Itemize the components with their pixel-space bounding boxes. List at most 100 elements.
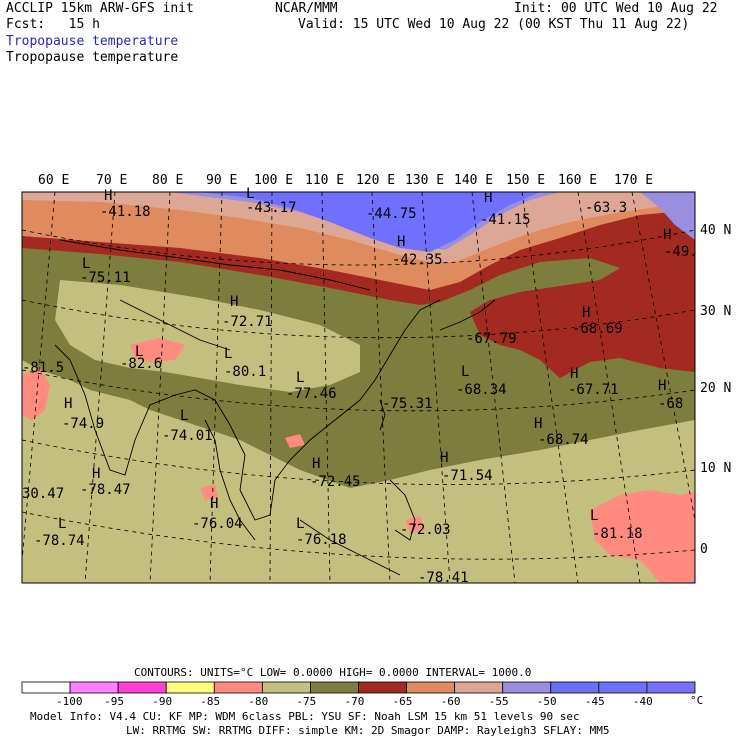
init-time: Init: 00 UTC Wed 10 Aug 22 xyxy=(514,1,718,16)
colorbar-swatch xyxy=(21,681,71,694)
colorbar-swatch xyxy=(646,681,696,694)
shaded-field xyxy=(22,192,695,583)
extreme-kind: H xyxy=(534,416,542,432)
colorbar-tick-label: -60 xyxy=(441,695,461,708)
extreme-value: -43.17 xyxy=(246,200,297,216)
band-lt50-east xyxy=(640,192,695,240)
extreme-value: 30.47 xyxy=(22,486,64,502)
lon-label: 160 E xyxy=(558,173,597,188)
colorbar-swatch xyxy=(117,681,167,694)
extreme-value: -72.71 xyxy=(222,314,273,330)
extreme-kind: L xyxy=(58,516,66,532)
extreme-value: -74.01 xyxy=(162,428,213,444)
colorbar-tick-label: -50 xyxy=(537,695,557,708)
extreme-kind: H xyxy=(658,378,666,394)
lon-label: 130 E xyxy=(405,173,444,188)
extreme-value: -41.18 xyxy=(100,204,151,220)
field-title-colored: Tropopause temperature xyxy=(6,34,179,49)
band-lt80-patch xyxy=(200,484,218,500)
model-title: ACCLIP 15km ARW-GFS init xyxy=(6,1,194,16)
colorbar-swatch xyxy=(165,681,215,694)
extreme-kind: L xyxy=(461,364,469,380)
colorbar-tick-label: -65 xyxy=(393,695,413,708)
extreme-value: -82.6 xyxy=(120,356,162,372)
colorbar-swatch xyxy=(213,681,263,694)
band-lt80-patch xyxy=(130,338,185,362)
colorbar-swatch xyxy=(550,681,600,694)
extreme-value: -49. xyxy=(664,244,698,260)
extreme-kind: H xyxy=(210,496,218,512)
longitude-labels: 60 E 70 E 80 E 90 E 100 E 110 E 120 E 13… xyxy=(38,173,653,188)
extreme-value: -76.18 xyxy=(296,532,347,548)
extreme-value: -76.04 xyxy=(192,516,243,532)
extreme-kind: H xyxy=(230,294,238,310)
lat-label: 20 N xyxy=(700,381,731,396)
field-title-plain: Tropopause temperature xyxy=(6,50,179,65)
model-info-line2: LW: RRTMG SW: RRTMG DIFF: simple KM: 2D … xyxy=(126,724,609,737)
extreme-kind: H xyxy=(663,227,671,243)
extreme-kind: H xyxy=(570,366,578,382)
extreme-kind: H xyxy=(312,456,320,472)
extreme-labels: H -41.18 L -43.17 -44.75 H -41.15 -63.3 … xyxy=(22,186,698,586)
colorbar: -100 -95 -90 -85 -80 -75 -70 -65 -60 -55 -50 -45 -40 xyxy=(21,681,696,708)
extreme-value: -67.79 xyxy=(466,331,517,347)
extreme-value: -75.31 xyxy=(382,396,433,412)
colorbar-swatch xyxy=(261,681,311,694)
extreme-value: -71.54 xyxy=(442,468,493,484)
extreme-value: -80.1 xyxy=(224,364,266,380)
lat-label: 30 N xyxy=(700,304,731,319)
extreme-value: -44.75 xyxy=(366,206,417,222)
lon-label: 60 E xyxy=(38,173,69,188)
extreme-kind: L xyxy=(180,408,188,424)
colorbar-swatch xyxy=(454,681,504,694)
extreme-value: -81.18 xyxy=(592,526,643,542)
colorbar-swatch xyxy=(406,681,456,694)
extreme-value: -74.9 xyxy=(62,416,104,432)
extreme-value: -68.34 xyxy=(456,382,507,398)
extreme-value: -67.71 xyxy=(568,382,619,398)
extreme-kind: L xyxy=(590,508,598,524)
extreme-kind: L xyxy=(296,370,304,386)
extreme-value: -77.46 xyxy=(286,386,337,402)
map-frame xyxy=(21,191,696,584)
extreme-value: -72.45 xyxy=(310,474,361,490)
center-name: NCAR/MMM xyxy=(275,1,338,16)
lon-label: 70 E xyxy=(96,173,127,188)
extreme-kind: H xyxy=(484,190,492,206)
band-lt80-patch xyxy=(22,368,50,420)
extreme-value: -78.41 xyxy=(418,570,469,586)
colorbar-tick-label: -55 xyxy=(489,695,509,708)
colorbar-tick-label: -100 xyxy=(56,695,82,708)
extreme-kind: H xyxy=(92,466,100,482)
colorbar-tick-label: -75 xyxy=(296,695,316,708)
graticule xyxy=(22,192,695,583)
colorbar-tick-label: -85 xyxy=(200,695,220,708)
colorbar-tick-label: -90 xyxy=(152,695,172,708)
lat-label: 10 N xyxy=(700,461,731,476)
extreme-kind: L xyxy=(224,346,232,362)
lon-label: 110 E xyxy=(305,173,344,188)
colorbar-tick-label: -45 xyxy=(585,695,605,708)
coastlines xyxy=(54,239,496,576)
latitude-labels: 40 N 30 N 20 N 10 N 0 xyxy=(700,223,731,557)
colorbar-tick-label: -70 xyxy=(345,695,365,708)
lat-label: 0 xyxy=(700,542,708,557)
extreme-value: -68.74 xyxy=(538,432,589,448)
colorbar-tick-label: -40 xyxy=(633,695,653,708)
lon-label: 140 E xyxy=(454,173,493,188)
extreme-value: -41.15 xyxy=(480,212,531,228)
extreme-kind: L xyxy=(135,344,143,360)
lon-label: 150 E xyxy=(506,173,545,188)
colorbar-swatch xyxy=(358,681,407,694)
extreme-kind: H xyxy=(104,188,112,204)
lon-label: 90 E xyxy=(206,173,237,188)
extreme-value: -42.35 xyxy=(392,252,443,268)
band-lt80-patch xyxy=(285,434,305,448)
colorbar-tick-label: -95 xyxy=(104,695,124,708)
contours-info: CONTOURS: UNITS=°C LOW= 0.0000 HIGH= 0.0… xyxy=(134,666,531,679)
band-lt75-patch xyxy=(55,280,360,392)
extreme-kind: H xyxy=(582,305,590,321)
band-lt80-patch xyxy=(405,516,425,532)
lon-label: 120 E xyxy=(356,173,395,188)
